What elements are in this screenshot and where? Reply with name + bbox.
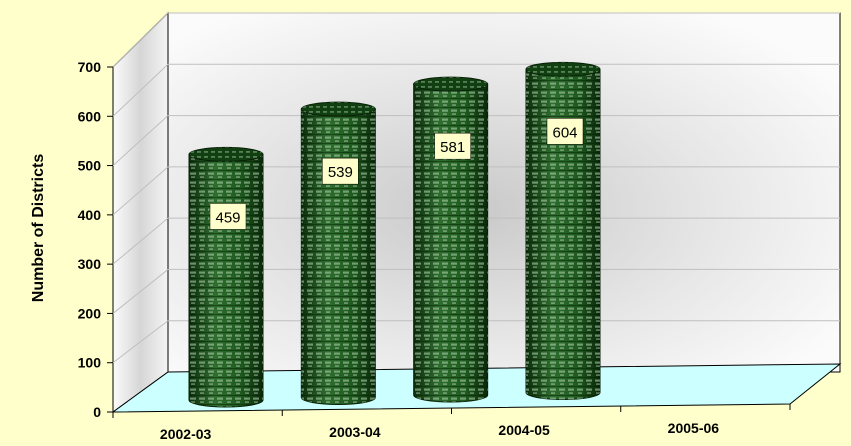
- side-wall: [112, 11, 169, 413]
- bars: 459 539 581 604: [188, 61, 601, 408]
- y-axis: 0 100 200 300 400 500 600 700: [78, 59, 113, 420]
- data-label-2: 581: [434, 132, 471, 160]
- y-tick-label-7: 700: [78, 59, 102, 75]
- x-tick-label-2: 2004-05: [498, 422, 550, 438]
- y-tick-label-2: 200: [78, 305, 102, 321]
- side-gridline-3: [112, 217, 169, 265]
- back-wall: [167, 12, 841, 373]
- y-tick-label-5: 500: [78, 158, 102, 174]
- y-axis-title: Number of Districts: [30, 154, 47, 303]
- bar-2: [413, 76, 489, 403]
- y-tick-label-6: 600: [78, 108, 102, 124]
- data-label-0: 459: [209, 203, 247, 230]
- data-label-text-0: 459: [215, 209, 240, 226]
- side-gridline-2: [112, 269, 169, 314]
- x-tick-label-3: 2005-06: [668, 420, 720, 436]
- side-gridline-6: [112, 63, 169, 117]
- y-tick-label-0: 0: [93, 404, 101, 420]
- side-gridline-1: [112, 320, 169, 364]
- data-label-text-2: 581: [440, 139, 465, 156]
- x-tick-label-0: 2002-03: [160, 426, 212, 442]
- data-label-text-3: 604: [552, 124, 577, 141]
- data-label-text-1: 539: [328, 164, 353, 181]
- gridlines: [112, 12, 840, 364]
- bar-3: [525, 61, 601, 400]
- y-tick-label-4: 400: [78, 207, 102, 223]
- bar-1: [300, 101, 376, 405]
- bar-0: [188, 146, 264, 408]
- data-label-3: 604: [546, 118, 584, 145]
- side-gridline-4: [112, 166, 169, 216]
- side-gridline-7: [112, 12, 169, 68]
- y-tick-label-3: 300: [78, 256, 102, 272]
- x-axis: 2002-03 2003-04 2004-05 2005-06: [112, 404, 791, 442]
- y-tick-label-1: 100: [78, 355, 102, 371]
- side-gridline-5: [112, 115, 169, 166]
- x-tick-label-1: 2003-04: [329, 424, 381, 440]
- data-label-1: 539: [322, 157, 359, 185]
